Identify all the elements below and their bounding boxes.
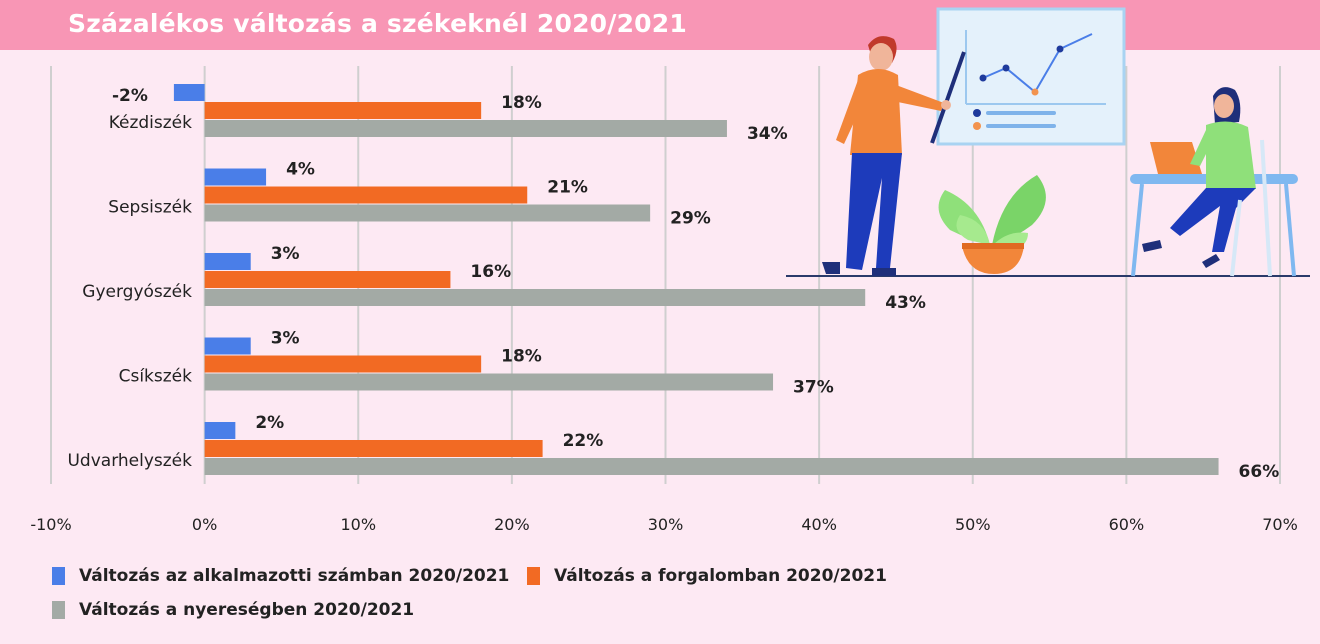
data-label-turnover: 18% [501,347,542,367]
legend-label-profit: Változás a nyereségben 2020/2021 [79,600,415,620]
bar-turnover [204,355,482,373]
x-tick-label: 30% [648,515,684,534]
legend-label-turnover: Változás a forgalomban 2020/2021 [554,566,887,586]
data-label-turnover: 22% [563,431,604,451]
legend-item-profit: Változás a nyereségben 2020/2021 [52,600,414,620]
x-tick-label: 70% [1262,515,1298,534]
legend-swatch-turnover [527,567,540,585]
category-label: Udvarhelyszék [67,451,192,471]
plant-icon [938,175,1046,274]
x-tick-label: 0% [192,515,217,534]
presenter-icon [822,36,966,276]
data-label-employees: 4% [286,160,315,180]
category-label: Csíkszék [119,367,193,387]
bar-profit [204,373,774,391]
bar-profit [204,289,866,306]
data-label-turnover: 18% [501,93,542,113]
data-label-profit: 34% [747,124,788,144]
x-tick-label: 50% [955,515,991,534]
laptop-worker-icon [1130,87,1298,277]
data-label-employees: -2% [112,86,148,106]
data-label-employees: 3% [271,244,300,264]
legend-swatch-profit [52,601,65,619]
bar-profit [204,204,651,222]
bar-employees [204,422,236,439]
category-label: Kézdiszék [109,113,192,133]
bar-turnover [204,186,528,204]
data-label-turnover: 21% [547,178,588,198]
x-tick-label: 10% [340,515,376,534]
data-label-profit: 37% [793,378,834,398]
legend-swatch-employees [52,567,65,585]
bar-profit [204,458,1219,475]
bar-employees [204,253,251,270]
data-label-profit: 43% [885,293,926,313]
bar-turnover [204,102,482,119]
x-tick-label: -10% [30,515,71,534]
bar-turnover [204,440,543,457]
category-label: Gyergyószék [82,282,192,302]
data-label-profit: 66% [1239,462,1280,482]
category-label: Sepsiszék [108,198,192,218]
data-label-turnover: 16% [470,262,511,282]
data-label-profit: 29% [670,209,711,229]
bar-employees [204,337,251,355]
x-tick-label: 20% [494,515,530,534]
bar-employees [204,168,267,186]
whiteboard-icon [936,7,1126,146]
legend-item-employees: Változás az alkalmazotti számban 2020/20… [52,566,509,586]
bar-employees [173,84,205,101]
x-tick-label: 60% [1109,515,1145,534]
x-tick-label: 40% [801,515,837,534]
legend-label-employees: Változás az alkalmazotti számban 2020/20… [79,566,510,586]
legend-item-turnover: Változás a forgalomban 2020/2021 [527,566,887,586]
chart-title: Százalékos változás a székeknél 2020/202… [68,9,687,38]
data-label-employees: 3% [271,329,300,349]
bar-profit [204,120,727,137]
office-illustration [786,7,1310,277]
data-label-employees: 2% [255,413,284,433]
bar-turnover [204,271,451,288]
